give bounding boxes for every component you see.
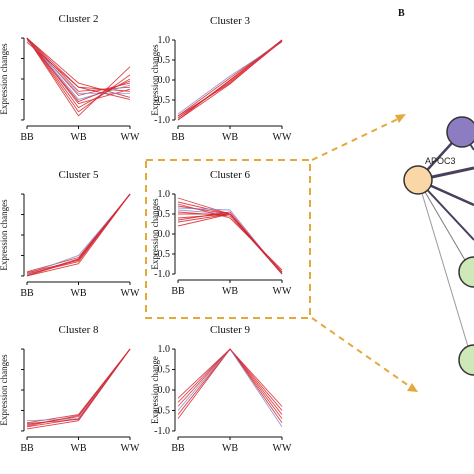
- series-line: [26, 37, 131, 113]
- highlight-box: [145, 159, 311, 319]
- network-node-apoc3: [403, 165, 433, 195]
- arrow-bottom-line: [311, 317, 413, 389]
- network-node-purple: [446, 116, 474, 148]
- series-line: [26, 348, 131, 426]
- cluster-panel: Cluster 9 Expression change -1.0 -0.5 0.0 0.5…: [150, 324, 292, 454]
- series-line: [26, 39, 130, 94]
- cluster-panel: Cluster 2 Expression changes BB WB WW: [0, 13, 140, 143]
- panel-title: Cluster 6: [210, 169, 251, 181]
- y-axis-label: Expression changes: [0, 199, 9, 271]
- series-line: [177, 39, 283, 119]
- cluster-panel: Cluster 3 Expression changes-1.0 -0.5 0.0 0.…: [150, 15, 292, 143]
- y-tick-label: -1.0: [154, 269, 170, 280]
- series-line: [26, 193, 131, 276]
- panel-title: Cluster 2: [58, 13, 98, 25]
- arrow-top-head: [395, 114, 406, 123]
- y-tick-label: 0.0: [158, 75, 171, 86]
- panel-title: Cluster 3: [210, 15, 251, 27]
- cluster-panel: Cluster 8 Expression changes BB WB WW: [0, 324, 140, 454]
- series-line: [177, 348, 283, 415]
- series-line: [177, 213, 283, 275]
- y-tick-label: 0.5: [158, 55, 171, 66]
- network-edge: [417, 179, 473, 273]
- series-line: [26, 37, 131, 98]
- y-tick-label: 0.0: [158, 385, 171, 396]
- x-tick-label: WW: [273, 132, 292, 143]
- series-line: [177, 40, 283, 117]
- x-tick-label: BB: [171, 286, 185, 297]
- cluster-panel: Cluster 5 Expression changes BB WB WW: [0, 169, 140, 299]
- y-tick-label: -1.0: [154, 426, 170, 437]
- series-line: [26, 41, 131, 100]
- panel-b-label: B: [398, 8, 405, 19]
- x-tick-label: BB: [171, 132, 185, 143]
- y-tick-label: -1.0: [154, 115, 170, 126]
- x-tick-label: WW: [121, 288, 140, 299]
- y-axis-label: Expression changes: [150, 198, 160, 270]
- series-line: [177, 197, 283, 275]
- x-tick-label: WB: [222, 132, 238, 143]
- series-line: [26, 193, 131, 277]
- series-line: [177, 348, 283, 419]
- network-graph: APOC3: [403, 116, 474, 376]
- series-line: [26, 348, 131, 425]
- y-tick-label: -0.5: [154, 249, 170, 260]
- arrow-top-line: [311, 117, 401, 161]
- x-tick-label: WB: [70, 443, 86, 454]
- x-tick-label: WW: [273, 443, 292, 454]
- series-line: [177, 203, 283, 271]
- y-axis-label: Expression changes: [0, 354, 9, 426]
- x-tick-label: BB: [20, 288, 34, 299]
- arrow-bottom-head: [407, 383, 418, 392]
- series-line: [26, 348, 131, 424]
- y-tick-label: 1.0: [158, 189, 171, 200]
- panel-title: Cluster 9: [210, 324, 251, 336]
- series-line: [177, 211, 283, 275]
- x-tick-label: WB: [222, 443, 238, 454]
- y-tick-label: 1.0: [158, 344, 171, 355]
- y-axis-label: Expression changes: [0, 43, 9, 115]
- x-tick-label: BB: [171, 443, 185, 454]
- series-line: [177, 211, 283, 274]
- y-tick-label: -0.5: [154, 405, 170, 416]
- network-edge: [417, 179, 473, 361]
- x-tick-label: WW: [273, 286, 292, 297]
- y-tick-label: 0.5: [158, 209, 171, 220]
- x-tick-label: WW: [121, 132, 140, 143]
- x-tick-label: BB: [20, 132, 34, 143]
- y-tick-label: 0.5: [158, 365, 171, 376]
- y-tick-label: 1.0: [158, 35, 171, 46]
- panel-title: Cluster 5: [58, 169, 99, 181]
- network-node-green-1: [458, 256, 474, 288]
- y-tick-label: 0.0: [158, 229, 171, 240]
- series-line: [178, 213, 283, 275]
- y-tick-label: -0.5: [154, 95, 170, 106]
- x-tick-label: WB: [70, 132, 86, 143]
- x-tick-label: BB: [20, 443, 34, 454]
- y-axis-label: Expression change: [150, 356, 160, 424]
- network-node-label: APOC3: [425, 156, 456, 166]
- series-line: [26, 37, 131, 100]
- cluster-panel: Cluster 6 Expression changes-1.0 -0.5 0.0 0.…: [150, 169, 292, 297]
- series-line: [26, 37, 131, 117]
- arrows: [311, 114, 418, 392]
- series-line: [26, 193, 131, 275]
- network-node-green-2: [458, 344, 474, 376]
- series-line: [26, 37, 131, 109]
- y-axis-label: Expression changes: [150, 44, 160, 116]
- series-line: [177, 348, 283, 428]
- panel-title: Cluster 8: [58, 324, 99, 336]
- series-line: [26, 348, 131, 422]
- x-tick-label: WB: [222, 286, 238, 297]
- x-tick-label: WW: [121, 443, 140, 454]
- series-line: [177, 213, 283, 275]
- series-line: [26, 38, 131, 103]
- x-tick-label: WB: [70, 288, 86, 299]
